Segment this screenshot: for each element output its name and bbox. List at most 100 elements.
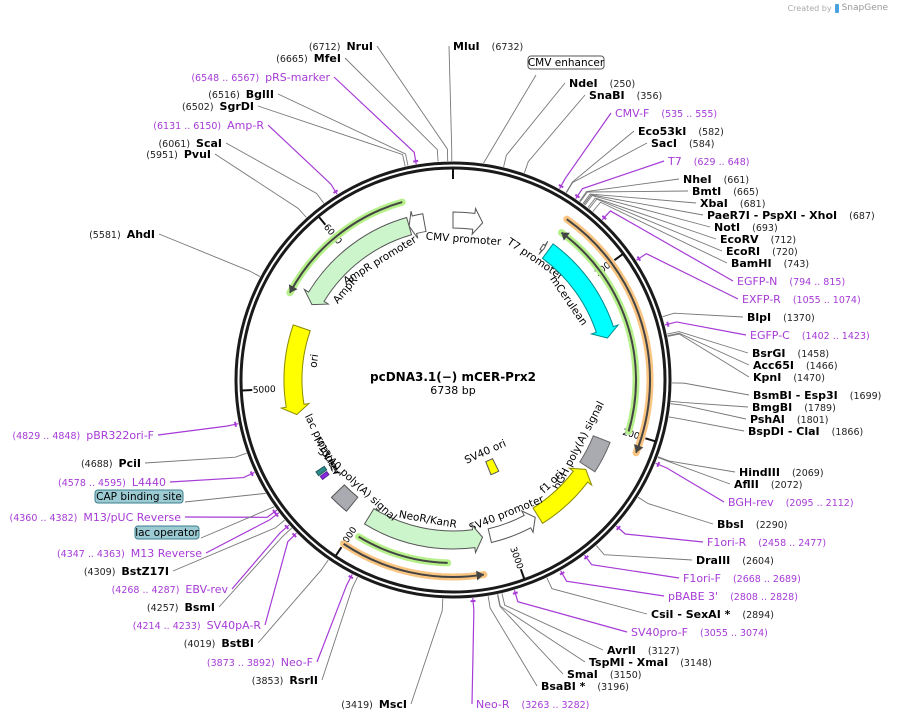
enzyme-scai[interactable]: ScaI (6061) xyxy=(158,137,222,150)
enzyme-sgrdi[interactable]: SgrDI (6502) xyxy=(182,100,254,113)
enzyme-noti[interactable]: NotI (693) xyxy=(714,221,778,234)
enzyme-bmti[interactable]: BmtI (665) xyxy=(692,185,759,198)
enzyme-smai[interactable]: SmaI (3150) xyxy=(567,668,642,681)
primer-egfp-n[interactable]: EGFP-N (794 .. 815) xyxy=(737,275,845,288)
enzyme-pshai[interactable]: PshAI (1801) xyxy=(750,413,828,426)
enzyme-pvui[interactable]: PvuI (5951) xyxy=(146,148,211,161)
primer-sv40pa-r[interactable]: SV40pA-R (4214 .. 4233) xyxy=(133,619,262,632)
primer-amp-r[interactable]: Amp-R (6131 .. 6150) xyxy=(153,119,264,132)
enzyme-tspmi-xmai[interactable]: TspMI - XmaI (3148) xyxy=(589,656,712,669)
feature-cmv-promoter[interactable]: CMV promoter xyxy=(425,206,502,248)
enzyme-bamhi[interactable]: BamHI (743) xyxy=(731,257,809,270)
primer-bgh-rev[interactable]: BGH-rev (2095 .. 2112) xyxy=(728,496,854,509)
enzyme-draiii[interactable]: DraIII (2604) xyxy=(696,554,774,567)
site-position: (582) xyxy=(698,127,724,138)
primer-bind-mark xyxy=(284,524,290,530)
primer-ebv-rev[interactable]: EBV-rev (4268 .. 4287) xyxy=(112,583,229,596)
feature-sv40-ori[interactable]: SV40 ori xyxy=(463,437,508,476)
primer-prs-marker[interactable]: pRS-marker (6548 .. 6567) xyxy=(191,71,330,84)
enzyme-aflii[interactable]: AflII (2072) xyxy=(734,478,802,491)
enzyme-paer7i-pspxi-xhoi[interactable]: PaeR7I - PspXI - XhoI (687) xyxy=(707,209,875,222)
primer-m13-puc-reverse[interactable]: M13/pUC Reverse (4360 .. 4382) xyxy=(10,511,182,524)
feature-shape[interactable] xyxy=(485,457,500,476)
site-position: (4360 .. 4382) xyxy=(10,513,78,524)
feature-shape[interactable] xyxy=(579,435,611,473)
feature-shape[interactable] xyxy=(315,465,328,477)
primer-m13-reverse[interactable]: M13 Reverse (4347 .. 4363) xyxy=(57,547,202,560)
enzyme-bstbi[interactable]: BstBI (4019) xyxy=(184,637,254,650)
boxed-label-lac-operator[interactable]: lac operator xyxy=(134,525,200,540)
enzyme-ahdi[interactable]: AhdI (5581) xyxy=(89,228,155,241)
enzyme-snabi[interactable]: SnaBI (356) xyxy=(589,89,662,102)
boxed-label-cap-binding-site[interactable]: CAP binding site xyxy=(94,489,184,504)
primer-f1ori-r[interactable]: F1ori-R (2458 .. 2477) xyxy=(707,536,826,549)
feature-ori[interactable]: ori xyxy=(279,324,321,416)
site-position: (6061) xyxy=(158,139,190,150)
enzyme-nhei[interactable]: NheI (661) xyxy=(683,173,749,186)
primer-f1ori-f[interactable]: F1ori-F (2668 .. 2689) xyxy=(683,572,801,585)
feature-shape[interactable] xyxy=(538,241,549,255)
feature-shape[interactable] xyxy=(303,216,413,306)
feature-shape[interactable] xyxy=(279,324,311,416)
site-name: Neo-F xyxy=(281,656,313,669)
enzyme-xbai[interactable]: XbaI (681) xyxy=(700,197,765,210)
enzyme-bstz17i[interactable]: BstZ17I (4309) xyxy=(84,565,169,578)
enzyme-saci[interactable]: SacI (584) xyxy=(651,137,715,150)
primer-neo-r[interactable]: Neo-R (3263 .. 3282) xyxy=(476,698,589,711)
feature-shape[interactable] xyxy=(532,467,593,525)
site-name: BstBI xyxy=(221,637,254,650)
enzyme-bsabi-[interactable]: BsaBI * (3196) xyxy=(541,680,629,693)
primer-egfp-c[interactable]: EGFP-C (1402 .. 1423) xyxy=(750,329,870,342)
enzyme-bsrgi[interactable]: BsrGI (1458) xyxy=(752,347,829,360)
enzyme-bspdi-clai[interactable]: BspDI - ClaI (1866) xyxy=(748,425,863,438)
site-labels[interactable]: NruI (6712)MfeI (6665) BglII (6516)SgrDI (650… xyxy=(10,40,882,711)
enzyme-bbsi[interactable]: BbsI (2290) xyxy=(717,518,788,531)
primer-neo-f[interactable]: Neo-F (3873 .. 3892) xyxy=(207,656,313,669)
enzyme-avrii[interactable]: AvrII (3127) xyxy=(607,644,680,657)
feature-shape[interactable] xyxy=(408,211,427,239)
primer-pbabe-3-[interactable]: pBABE 3' (2808 .. 2828) xyxy=(668,590,798,603)
primer-exfp-r[interactable]: EXFP-R (1055 .. 1074) xyxy=(742,293,861,306)
feature-shape[interactable] xyxy=(330,484,359,512)
enzyme-ndei[interactable]: NdeI (250) xyxy=(569,77,635,90)
enzyme-hindiii[interactable]: HindIII (2069) xyxy=(739,466,824,479)
enzyme-leader xyxy=(671,382,750,396)
enzyme-leader xyxy=(503,82,566,168)
feature-shape[interactable] xyxy=(363,507,484,555)
enzyme-bglii[interactable]: BglII (6516) xyxy=(208,88,274,101)
feature-shape[interactable] xyxy=(452,206,484,236)
enzyme-csii-sexai-[interactable]: CsiI - SexAI * (2894) xyxy=(651,608,774,621)
enzyme-kpni[interactable]: KpnI (1470) xyxy=(753,371,825,384)
site-name: EGFP-N xyxy=(737,275,777,288)
primer-pbr322ori-f[interactable]: pBR322ori-F (4829 .. 4848) xyxy=(12,429,154,442)
enzyme-mlui[interactable]: MluI (6732) xyxy=(453,40,523,53)
enzyme-ecorv[interactable]: EcoRV (712) xyxy=(720,233,796,246)
primer-sv40pro-f[interactable]: SV40pro-F (3055 .. 3074) xyxy=(631,626,768,639)
primer-cmv-f[interactable]: CMV-F (535 .. 555) xyxy=(615,107,717,120)
enzyme-acc65i[interactable]: Acc65I (1466) xyxy=(753,359,838,372)
enzyme-pcii[interactable]: PciI (4688) xyxy=(81,457,141,470)
feature-shape[interactable] xyxy=(541,243,620,339)
credit-brand: SnapGene xyxy=(841,3,888,13)
boxed-label-cmv-enhancer[interactable]: CMV enhancer xyxy=(527,55,605,70)
enzyme-eco53ki[interactable]: Eco53kI (582) xyxy=(638,125,724,138)
enzyme-bmgbi[interactable]: BmgBI (1789) xyxy=(752,401,836,414)
primer-t7[interactable]: T7 (629 .. 648) xyxy=(667,155,749,168)
feature-shape[interactable] xyxy=(487,509,536,544)
enzyme-leader xyxy=(496,594,564,675)
site-position: (3853) xyxy=(252,676,284,687)
enzyme-leader xyxy=(595,545,693,561)
enzyme-mfei[interactable]: MfeI (6665) xyxy=(276,52,341,65)
site-name: PvuI xyxy=(184,148,211,161)
enzyme-bsmbi-esp3i[interactable]: BsmBI - Esp3I (1699) xyxy=(753,389,881,402)
enzyme-bsmi[interactable]: BsmI (4257) xyxy=(147,601,215,614)
enzyme-blpi[interactable]: BlpI (1370) xyxy=(747,311,815,324)
enzyme-ecori[interactable]: EcoRI (720) xyxy=(726,245,798,258)
enzyme-rsrii[interactable]: RsrII (3853) xyxy=(252,674,318,687)
primer-l4440[interactable]: L4440 (4578 .. 4595) xyxy=(58,476,166,489)
feature-ampr[interactable]: AmpR xyxy=(303,216,413,306)
enzyme-msci[interactable]: MscI (3419) xyxy=(341,698,407,711)
feature-shape[interactable] xyxy=(319,470,330,481)
enzyme-nrui[interactable]: NruI (6712) xyxy=(309,40,373,53)
